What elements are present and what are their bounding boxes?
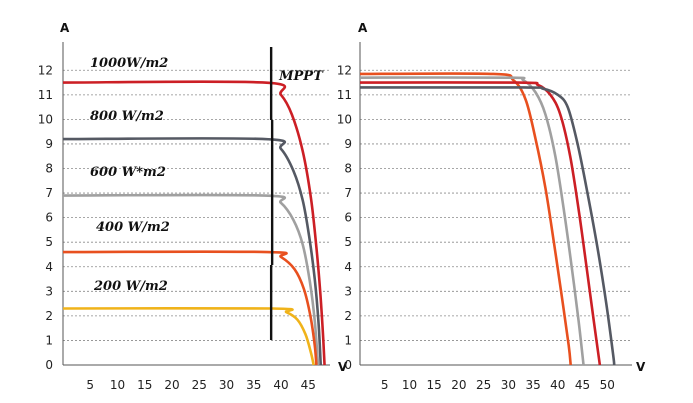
x-tick-label: 25 (476, 378, 491, 392)
y-tick-label: 7 (45, 186, 53, 200)
y-tick-label: 0 (45, 358, 53, 372)
series-line-1-3 (62, 193, 320, 366)
series-line-2-3 (359, 81, 602, 366)
series-label: 200 W/m2 (93, 279, 168, 294)
y-tick-label: 1 (45, 333, 53, 347)
y-tick-label: 8 (45, 162, 53, 176)
x-tick-label: 40 (550, 378, 565, 392)
y-tick-label: 5 (45, 235, 53, 249)
x-tick-label: 15 (137, 378, 152, 392)
y-tick-label: 3 (344, 284, 352, 298)
y-tick-label: 12 (337, 63, 352, 77)
y-tick-label: 5 (344, 235, 352, 249)
y-tick-label: 9 (45, 137, 53, 151)
x-tick-label: 35 (246, 378, 261, 392)
x-tick-label: 10 (110, 378, 125, 392)
y-tick-label: 4 (45, 260, 53, 274)
series-line-1-1 (62, 80, 326, 366)
series-line-1-4 (62, 250, 318, 366)
x-tick-label: 35 (525, 378, 540, 392)
series-line-2-1 (359, 72, 572, 366)
y-tick-label: 6 (344, 211, 352, 225)
y-tick-label: 8 (344, 162, 352, 176)
y-tick-label: 4 (344, 260, 352, 274)
series-label: 1000W/m2 (90, 56, 168, 71)
series-line-2-4 (359, 86, 616, 366)
y-tick-label: 1 (344, 333, 352, 347)
y-tick-label: 12 (38, 63, 53, 77)
x-tick-label: 25 (192, 378, 207, 392)
y-axis-label: A (358, 21, 368, 35)
y-tick-label: 11 (337, 88, 352, 102)
x-axis-label: V (636, 360, 646, 374)
mppt-label: MPPT (278, 69, 324, 84)
x-axis-label: V (338, 360, 348, 374)
x-tick-label: 45 (301, 378, 316, 392)
x-tick-label: 40 (273, 378, 288, 392)
series-label: 400 W/m2 (96, 220, 170, 235)
y-tick-label: 3 (45, 284, 53, 298)
y-tick-label: 9 (344, 137, 352, 151)
y-tick-label: 2 (45, 309, 53, 323)
series-line-2-2 (359, 76, 585, 366)
y-tick-label: 7 (344, 186, 352, 200)
y-axis-label: A (60, 21, 70, 35)
x-tick-label: 5 (86, 378, 94, 392)
y-tick-label: 11 (38, 88, 53, 102)
series-line-1-2 (62, 137, 323, 366)
x-tick-label: 50 (600, 378, 615, 392)
y-tick-label: 2 (344, 309, 352, 323)
y-tick-label: 10 (337, 112, 352, 126)
x-tick-label: 30 (501, 378, 516, 392)
x-tick-label: 20 (164, 378, 179, 392)
y-tick-label: 0 (344, 358, 352, 372)
x-tick-label: 10 (402, 378, 417, 392)
x-tick-label: 15 (427, 378, 442, 392)
x-tick-label: 45 (575, 378, 590, 392)
series-label: 800 W/m2 (90, 109, 164, 124)
y-tick-label: 10 (38, 112, 53, 126)
x-tick-label: 20 (451, 378, 466, 392)
series-label: 600 W*m2 (90, 165, 166, 180)
x-tick-label: 30 (219, 378, 234, 392)
y-tick-label: 6 (45, 211, 53, 225)
x-tick-label: 5 (381, 378, 389, 392)
series-line-1-5 (62, 306, 315, 366)
